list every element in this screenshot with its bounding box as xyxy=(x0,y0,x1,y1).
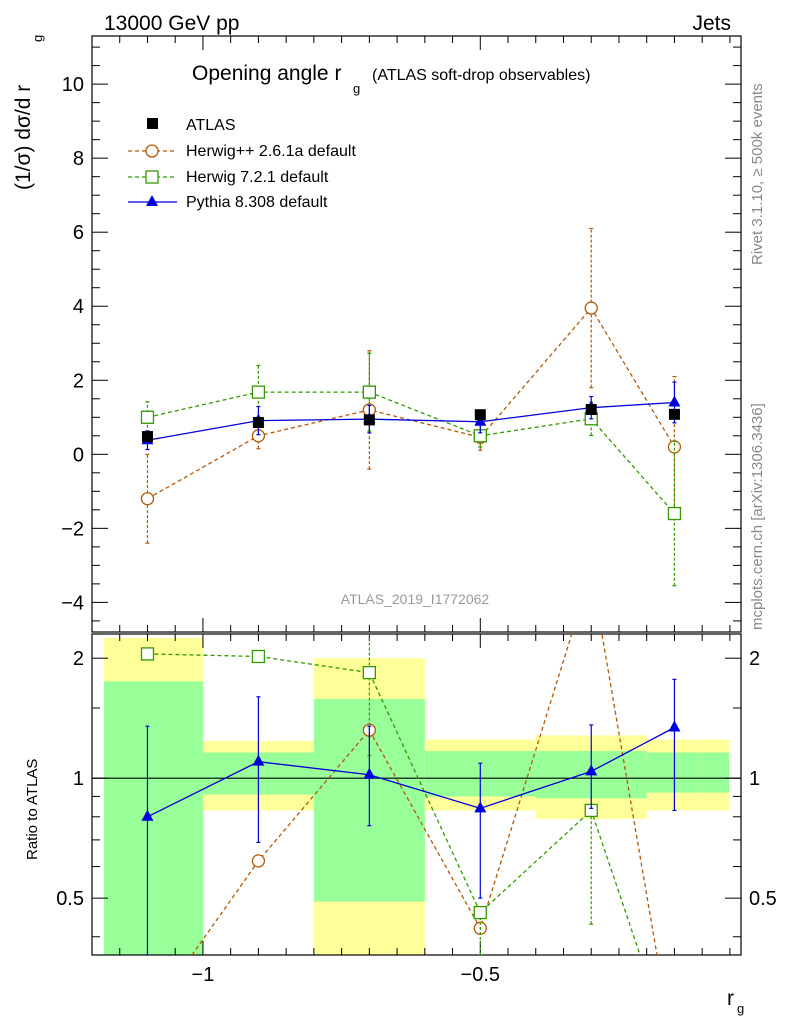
ratio-y-tick-label-left: 1 xyxy=(73,768,84,790)
legend-label-atlas: ATLAS xyxy=(186,117,236,134)
legend-label-herwigpp: Herwig++ 2.6.1a default xyxy=(186,143,356,160)
chart-title-subscript: g xyxy=(353,81,360,96)
lower-axes: 0.5 0.5 1 1 2 2 −1 −0.5 xyxy=(56,633,777,986)
lower-frame xyxy=(91,633,742,956)
ratio-point-pythia-8-308-default xyxy=(474,801,487,813)
energy-label: 13000 GeV pp xyxy=(104,12,239,35)
x-tick-label: −1 xyxy=(192,964,215,986)
upper-y-tick-label: 6 xyxy=(73,222,84,244)
ratio-point-herwig-7-2-1-default xyxy=(251,649,266,664)
x-axis-label-subscript: g xyxy=(737,1001,744,1016)
lower-series-layer xyxy=(140,566,681,1024)
upper-y-tick-label: 2 xyxy=(73,370,84,392)
ratio-point-herwig-7-2-1-default xyxy=(473,905,487,920)
legend-marker-herwig7 xyxy=(145,170,159,184)
legend-label-pythia: Pythia 8.308 default xyxy=(186,194,328,211)
analysis-id-label: ATLAS_2019_I1772062 xyxy=(341,591,490,607)
y-axis-label: (1/σ) dσ/d r xyxy=(12,85,35,190)
upper-y-tick-label: 10 xyxy=(62,74,84,96)
series-line-pythia-8-308-default xyxy=(147,401,675,441)
data-point-atlas xyxy=(252,416,264,428)
ratio-point-pythia-8-308-default xyxy=(668,720,681,732)
data-point-herwig-7-2-1-default xyxy=(667,506,682,521)
process-label: Jets xyxy=(692,12,731,35)
ratio-line-pythia-8-308-default xyxy=(147,726,675,818)
data-point-herwig-7-2-1-default xyxy=(140,410,155,424)
legend-label-herwig7: Herwig 7.2.1 default xyxy=(186,169,329,186)
upper-axes: −4 −2 0 2 4 6 8 10 xyxy=(61,35,742,633)
series-line-herwig-7-2-1-default xyxy=(147,391,675,514)
ratio-y-tick-label-right: 1 xyxy=(749,768,760,790)
data-point-herwig-2-6-1a-default xyxy=(667,440,682,454)
ratio-point-herwig-2-6-1a-default xyxy=(141,1012,153,1024)
ratio-y-tick-label-left: 2 xyxy=(73,648,84,670)
upper-y-tick-label: 4 xyxy=(73,296,84,318)
ratio-y-tick-label-right: 0.5 xyxy=(749,888,777,910)
upper-y-tick-label: 8 xyxy=(73,148,84,170)
ratio-y-tick-label-right: 2 xyxy=(749,648,760,670)
data-point-pythia-8-308-default xyxy=(668,395,681,407)
ratio-point-pythia-8-308-default xyxy=(252,754,265,766)
data-point-atlas xyxy=(668,408,680,420)
ratio-point-pythia-8-308-default xyxy=(585,764,598,776)
data-point-pythia-8-308-default xyxy=(474,414,487,426)
legend-marker-herwigpp xyxy=(145,144,159,158)
ratio-point-herwig-2-6-1a-default xyxy=(585,566,597,578)
legend-marker-atlas xyxy=(147,118,158,129)
data-point-atlas xyxy=(585,404,597,416)
x-tick-label: −0.5 xyxy=(461,964,500,986)
ratio-point-pythia-8-308-default xyxy=(141,809,154,821)
upper-y-tick-label: 0 xyxy=(73,444,84,466)
legend: ATLAS Herwig++ 2.6.1a default Herwig 7.2… xyxy=(128,117,356,211)
ratio-band-green xyxy=(702,752,729,793)
ratio-axis-label: Ratio to ATLAS xyxy=(24,759,41,860)
chart-subtitle: (ATLAS soft-drop observables) xyxy=(372,67,590,84)
ratio-band-green xyxy=(104,681,203,955)
data-point-atlas xyxy=(474,409,486,421)
ratio-uncertainty-bands xyxy=(104,637,729,955)
data-point-atlas xyxy=(141,431,153,443)
data-point-herwig-2-6-1a-default xyxy=(584,301,598,315)
data-point-herwig-7-2-1-default xyxy=(251,385,266,399)
upper-series-layer xyxy=(140,227,682,587)
legend-marker-pythia xyxy=(146,195,158,206)
ratio-line-herwig-2-6-1a-default xyxy=(191,634,658,955)
ratio-y-tick-label-left: 0.5 xyxy=(56,888,84,910)
chart-title: Opening angle r xyxy=(192,62,341,85)
y-axis-label-subscript: g xyxy=(30,35,45,42)
upper-y-tick-label: −2 xyxy=(61,518,84,540)
data-point-herwig-2-6-1a-default xyxy=(140,492,155,506)
ratio-line-herwig-7-2-1-default xyxy=(147,653,641,955)
series-line-herwig-2-6-1a-default xyxy=(147,306,675,500)
upper-frame xyxy=(91,35,742,633)
rivet-version-label: Rivet 3.1.10, ≥ 500k events xyxy=(749,83,766,265)
ratio-point-pythia-8-308-default xyxy=(363,767,376,779)
ratio-point-herwig-7-2-1-default xyxy=(140,647,155,661)
data-point-herwig-7-2-1-default xyxy=(362,385,377,399)
upper-y-tick-label: −4 xyxy=(61,592,84,614)
ratio-point-herwig-7-2-1-default xyxy=(362,665,377,680)
data-point-atlas xyxy=(363,414,375,426)
x-axis-label: r xyxy=(727,987,734,1010)
mcplots-label: mcplots.cern.ch [arXiv:1306.3436] xyxy=(749,403,766,630)
ratio-point-herwig-2-6-1a-default xyxy=(251,854,266,868)
